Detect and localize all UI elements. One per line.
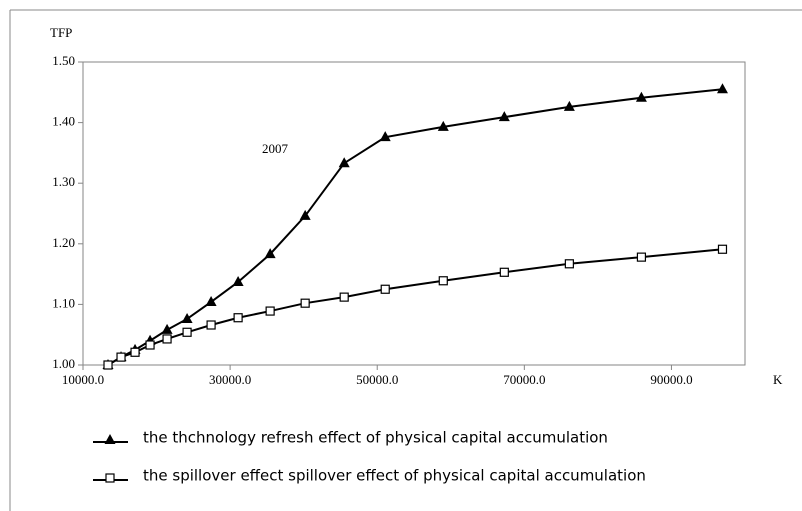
point <box>265 306 275 316</box>
point <box>232 275 244 286</box>
legend-marker <box>104 434 116 444</box>
x-tick-label: 10000.0 <box>62 372 104 387</box>
point <box>338 157 350 168</box>
y-axis-label: TFP <box>50 25 72 40</box>
point <box>181 312 193 323</box>
x-axis-label: K <box>773 372 783 387</box>
point <box>564 259 574 269</box>
x-tick-label: 90000.0 <box>650 372 692 387</box>
point <box>205 295 217 306</box>
point <box>299 209 311 220</box>
y-tick-label: 1.40 <box>52 114 75 129</box>
plot-area <box>82 61 746 366</box>
point <box>498 111 510 122</box>
y-tick-label: 1.00 <box>52 356 75 371</box>
point <box>437 120 449 131</box>
point <box>300 298 310 308</box>
y-tick-label: 1.50 <box>52 53 75 68</box>
point <box>380 284 390 294</box>
point <box>116 352 126 362</box>
x-tick-label: 30000.0 <box>209 372 251 387</box>
point <box>636 252 647 262</box>
legend-marker <box>105 473 115 483</box>
point <box>145 340 155 350</box>
point <box>717 244 728 254</box>
point <box>233 313 243 323</box>
series-line <box>107 248 723 366</box>
point <box>161 323 173 334</box>
point <box>103 360 113 370</box>
point <box>716 83 728 94</box>
legend-label: the thchnology refresh effect of physica… <box>143 429 608 447</box>
point <box>182 327 192 337</box>
x-tick-label: 70000.0 <box>503 372 545 387</box>
point <box>635 91 647 102</box>
point <box>438 276 448 286</box>
y-tick-label: 1.10 <box>52 295 75 310</box>
point <box>339 292 349 302</box>
x-tick-label: 50000.0 <box>356 372 398 387</box>
point <box>264 248 276 259</box>
series-line <box>107 88 723 366</box>
point <box>499 267 509 277</box>
point <box>162 334 172 344</box>
point <box>379 131 391 142</box>
y-tick-label: 1.20 <box>52 235 75 250</box>
y-tick-label: 1.30 <box>52 174 75 189</box>
annotation: 2007 <box>262 141 289 156</box>
point <box>563 100 575 111</box>
point <box>206 320 216 330</box>
legend-label: the spillover effect spillover effect of… <box>143 467 646 485</box>
point <box>130 347 140 357</box>
